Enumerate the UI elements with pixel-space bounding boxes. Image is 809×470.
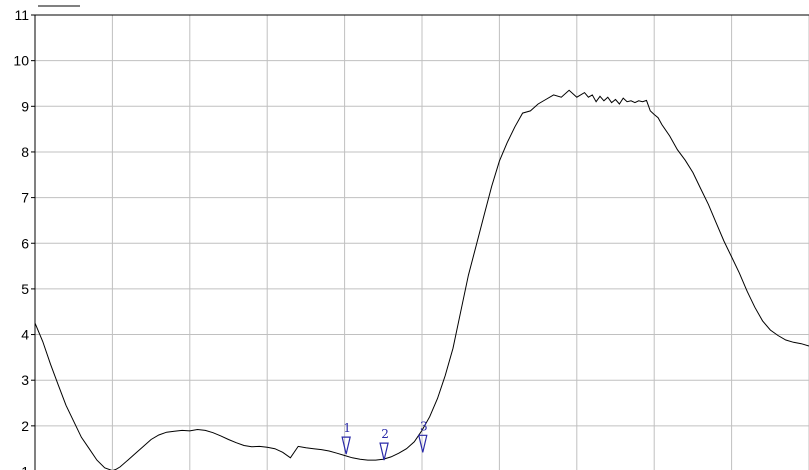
marker-label: 2 — [381, 427, 389, 441]
y-tick-label: 1 — [21, 464, 29, 470]
y-tick-label: 9 — [21, 98, 29, 114]
marker-triangle-icon — [379, 442, 389, 461]
marker-triangle-icon — [341, 436, 351, 455]
y-tick-label: 3 — [21, 372, 29, 388]
grid-lines — [35, 15, 809, 470]
y-tick-labels: 1 2 3 4 5 6 7 8 9 10 11 — [13, 7, 35, 470]
axes — [34, 5, 809, 470]
markers: 1 2 3 — [341, 419, 428, 461]
data-series-line — [35, 89, 809, 470]
marker-3: 3 — [418, 419, 428, 453]
y-tick-label: 6 — [21, 235, 29, 251]
marker-2: 2 — [379, 427, 389, 461]
y-tick-label: 5 — [21, 281, 29, 297]
y-tick-label: 2 — [21, 418, 29, 434]
marker-label: 1 — [343, 421, 351, 435]
y-tick-label: 4 — [21, 327, 29, 343]
y-tick-label: 11 — [14, 7, 29, 23]
marker-triangle-icon — [418, 434, 428, 453]
y-tick-label: 7 — [21, 190, 29, 206]
marker-1: 1 — [341, 421, 351, 455]
y-tick-label: 10 — [13, 53, 29, 69]
y-tick-label: 8 — [21, 144, 29, 160]
marker-label: 3 — [420, 419, 428, 433]
